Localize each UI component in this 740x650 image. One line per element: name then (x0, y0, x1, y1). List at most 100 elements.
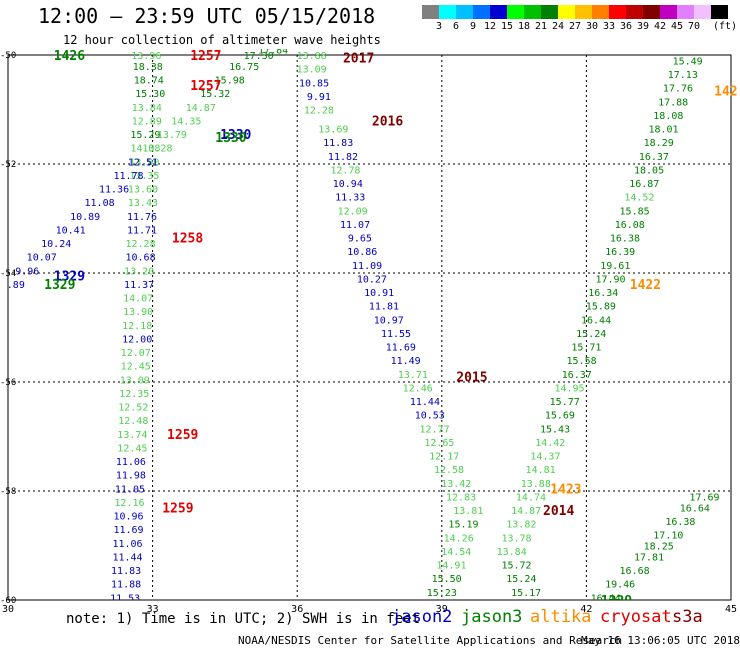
data-point: 15.23 (427, 588, 457, 599)
data-point: 15.69 (545, 411, 575, 422)
data-point: 16.38 (610, 234, 640, 245)
data-point: 15.72 (501, 561, 531, 572)
legend-item-s3a: s3a (672, 607, 703, 627)
legend-item-altika: altika (530, 607, 592, 627)
data-point: 17.13 (668, 70, 698, 81)
data-point: 14.87 (186, 103, 216, 114)
data-point: 12.58 (434, 465, 464, 476)
data-point: 13.82 (506, 520, 536, 531)
data-point: 13.90 (123, 307, 153, 318)
track-label: 1329 (44, 278, 75, 293)
data-point: 12.48 (118, 416, 148, 427)
data-point: 11.06 (112, 539, 142, 550)
data-point: 15.24 (576, 329, 606, 340)
data-point: 10.89 (70, 212, 100, 223)
y-tick-label: -60 (0, 596, 16, 606)
data-point: 12.18 (122, 321, 152, 332)
data-point: 15.71 (571, 343, 601, 354)
data-point: 18.38 (133, 62, 163, 73)
data-point: 11.49 (391, 356, 421, 367)
y-tick-label: -52 (0, 160, 16, 170)
data-point: 18.01 (648, 125, 678, 136)
data-point: 16.64 (680, 503, 710, 514)
colorbar-swatch (660, 5, 677, 19)
data-point: 9.89 (1, 280, 25, 291)
data-point: 10.91 (364, 288, 394, 299)
footer-timestamp: May 16 13:06:05 UTC 2018 (581, 634, 740, 647)
data-point: 17.10 (653, 531, 683, 542)
data-point: 12.09 (338, 206, 368, 217)
track-label: 2017 (343, 52, 374, 67)
colorbar-swatch (473, 5, 490, 19)
track-label: 2016 (372, 114, 403, 129)
data-point: 16.39 (605, 247, 635, 258)
data-point: 11.07 (340, 220, 370, 231)
x-tick-label: 36 (291, 604, 303, 615)
colorbar-swatch (609, 5, 626, 19)
data-point: 11.69 (113, 525, 143, 536)
data-point: 11.33 (335, 193, 365, 204)
colorbar-swatch (626, 5, 643, 19)
data-point: 15.24 (506, 574, 536, 585)
data-point: 18.25 (644, 542, 674, 553)
data-point: 12.83 (446, 492, 476, 503)
data-point: 16.44 (591, 593, 621, 604)
colorbar-swatch (711, 5, 728, 19)
colorbar-swatch (541, 5, 558, 19)
colorbar-label: 42 (653, 21, 667, 32)
track-label: 1259 (167, 428, 198, 443)
colorbar-label: 30 (585, 21, 599, 32)
x-tick-label: 30 (2, 604, 14, 615)
data-point: 17.69 (689, 492, 719, 503)
chart-title: 12:00 – 23:59 UTC 05/15/2018 (38, 4, 376, 28)
data-point: 15.29 (130, 130, 160, 141)
y-tick-label: -54 (0, 269, 16, 279)
data-point: 13.79 (157, 130, 187, 141)
data-point: 17.81 (634, 552, 664, 563)
data-point: 13.20 (124, 266, 154, 277)
data-point: 15.89 (586, 302, 616, 313)
data-point: 15.19 (448, 520, 478, 531)
data-point: 10.86 (347, 247, 377, 258)
data-point: 14.95 (554, 383, 584, 394)
colorbar-label: 6 (452, 21, 460, 32)
data-point: 12.89 (132, 116, 162, 127)
data-point: 10.07 (27, 253, 57, 264)
track-label: 1330 (215, 131, 246, 146)
data-point: 10.85 (299, 78, 329, 89)
note-text: note: 1) Time is in UTC; 2) SWH is in fe… (66, 611, 421, 627)
data-point: 9.91 (307, 92, 331, 103)
track-label: 1257 (190, 49, 221, 64)
y-tick-label: -58 (0, 487, 16, 497)
x-tick-label: 33 (147, 604, 159, 615)
colorbar-label: 9 (469, 21, 477, 32)
data-point: 19.61 (600, 261, 630, 272)
data-point: 16.38 (665, 517, 695, 528)
data-point: 11.53 (110, 593, 140, 604)
data-point: 12.16 (114, 498, 144, 509)
track-label: 142 (714, 84, 737, 99)
colorbar-unit: (ft) (713, 21, 738, 32)
track-label: 1257 (190, 79, 221, 94)
data-point: 13.74 (117, 430, 147, 441)
data-point: 15.77 (550, 397, 580, 408)
data-point: 13.84 (497, 547, 527, 558)
data-point: 10.96 (113, 512, 143, 523)
data-point: 11.05 (115, 484, 145, 495)
legend-item-jason2: jason2 (391, 607, 453, 627)
colorbar-swatch (694, 5, 711, 19)
data-point: 12.78 (330, 165, 360, 176)
data-point: 13.28 (142, 144, 172, 155)
colorbar-swatch (439, 5, 456, 19)
data-point: 14.91 (436, 561, 466, 572)
data-point: 11.83 (323, 138, 353, 149)
data-point: 16.34 (588, 288, 618, 299)
data-point: 14.74 (516, 492, 546, 503)
data-point: 14.52 (624, 193, 654, 204)
data-point: 15.30 (135, 89, 165, 100)
track-label: 2015 (456, 371, 487, 386)
colorbar-swatch (422, 5, 439, 19)
track-label: 1259 (162, 501, 193, 516)
data-point: 11.06 (116, 457, 146, 468)
